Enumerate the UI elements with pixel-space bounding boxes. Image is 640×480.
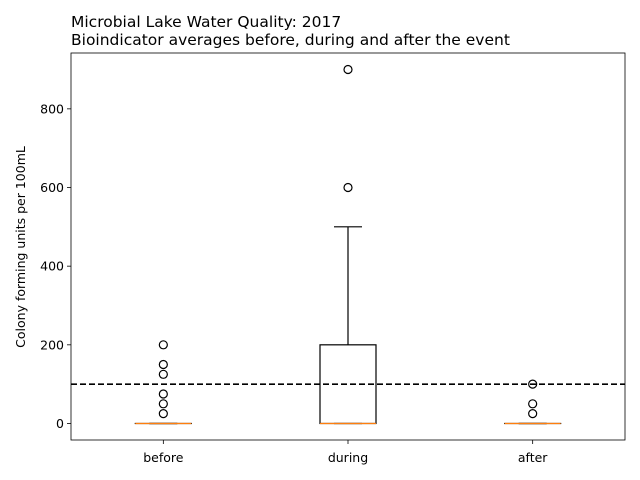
outlier-point — [528, 409, 538, 419]
outlier-point — [158, 340, 168, 350]
x-tick-label: before — [143, 450, 184, 465]
outlier-point — [158, 359, 168, 370]
axes-frame — [70, 52, 626, 441]
outlier-point — [528, 399, 538, 409]
chart-title: Microbial Lake Water Quality: 2017 — [71, 13, 341, 31]
x-tick-label: during — [328, 450, 368, 465]
outlier-point — [158, 389, 168, 399]
outlier-point — [158, 399, 168, 409]
y-axis-label: Colony forming units per 100mL — [13, 146, 28, 348]
y-tick-label: 200 — [40, 337, 64, 352]
y-tick-label: 400 — [40, 259, 64, 274]
x-tick-label: after — [518, 450, 548, 465]
y-tick-label: 800 — [40, 101, 64, 116]
y-tick-label: 600 — [40, 180, 64, 195]
chart-subtitle: Bioindicator averages before, during and… — [71, 31, 510, 49]
outlier-point — [528, 379, 538, 389]
outlier-point — [158, 409, 168, 419]
plot-area: 0 200 400 600 800 before during after — [40, 52, 626, 465]
outlier-point — [343, 182, 353, 193]
outlier-point — [343, 64, 353, 75]
y-tick-label: 0 — [56, 416, 64, 431]
outlier-point — [158, 369, 168, 379]
